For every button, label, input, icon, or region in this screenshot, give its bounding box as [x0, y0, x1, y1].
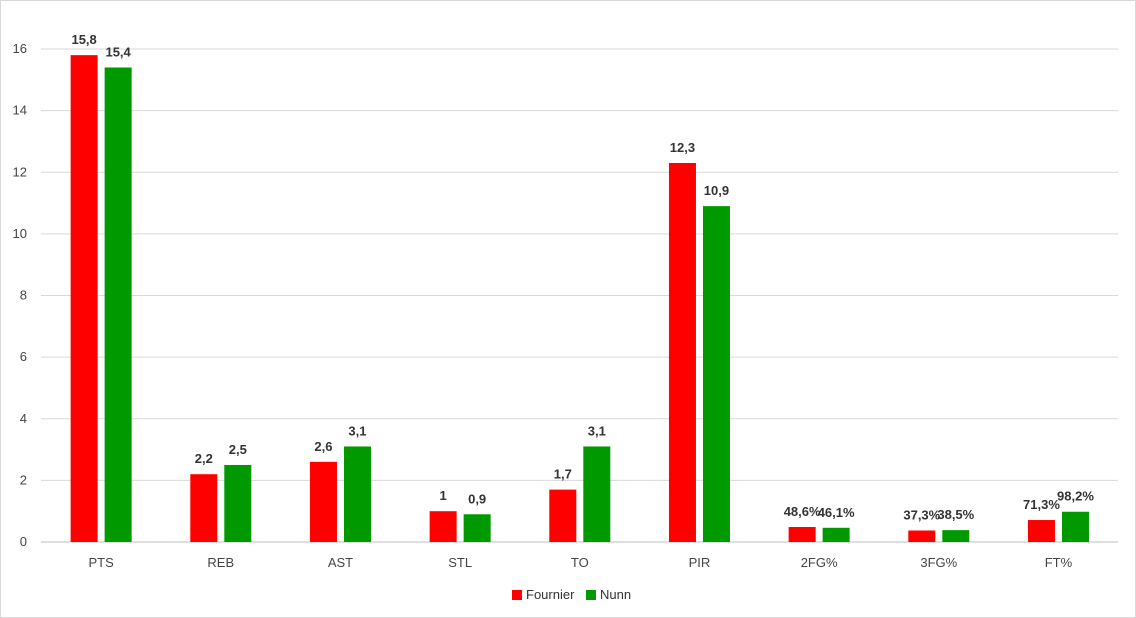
y-axis-ticks: 0 2 4 6 8 10 12 14 16 [13, 41, 27, 549]
y-tick-label: 0 [20, 534, 27, 549]
x-tick-label: FT% [1045, 555, 1073, 570]
data-label: 71,3% [1023, 497, 1060, 512]
bar-nunn-stl [463, 514, 491, 542]
data-label: 3,1 [588, 423, 606, 438]
data-label: 2,2 [195, 451, 213, 466]
bar-nunn-reb [224, 464, 252, 542]
x-tick-label: 3FG% [920, 555, 957, 570]
x-tick-label: AST [328, 555, 353, 570]
x-tick-label: REB [207, 555, 234, 570]
data-label: 15,8 [71, 32, 96, 47]
y-tick-label: 6 [20, 349, 27, 364]
data-label: 1,7 [554, 467, 572, 482]
bar-nunn-ast [343, 446, 371, 542]
bar-fournier-ast [309, 461, 337, 542]
data-label: 12,3 [670, 140, 695, 155]
y-tick-label: 16 [13, 41, 27, 56]
y-tick-label: 2 [20, 472, 27, 487]
data-label: 46,1% [818, 505, 855, 520]
data-label: 1 [440, 488, 447, 503]
data-label: 3,1 [348, 423, 366, 438]
bar-fournier-pir [668, 163, 696, 542]
legend-item-nunn[interactable]: Nunn [586, 587, 631, 602]
gridlines [41, 48, 1118, 543]
legend-swatch [586, 590, 596, 600]
data-label: 98,2% [1057, 489, 1094, 504]
y-tick-label: 12 [13, 164, 27, 179]
bar-fournier-3fg-pct [908, 530, 936, 542]
x-tick-label: TO [571, 555, 589, 570]
x-axis-ticks: PTS REB AST STL TO PIR 2FG% 3FG% FT% [88, 555, 1072, 570]
data-label: 10,9 [704, 183, 729, 198]
bar-fournier-to [549, 489, 577, 542]
data-labels: 15,815,42,22,5 2,63,11 0,91,73,112,310,948… [71, 32, 1094, 522]
legend-swatch [512, 590, 522, 600]
data-label: 0,9 [468, 491, 486, 506]
bar-fournier-reb [190, 474, 218, 542]
bar-nunn-ft-pct [1061, 511, 1089, 542]
data-label: 38,5% [937, 507, 974, 522]
bars [70, 55, 1089, 543]
bar-fournier-2fg-pct [788, 527, 816, 542]
bar-nunn-2fg-pct [822, 527, 850, 542]
legend-label: Nunn [600, 587, 631, 602]
bar-fournier-pts [70, 55, 98, 542]
legend[interactable]: Fournier Nunn [512, 587, 631, 602]
x-tick-label: STL [448, 555, 472, 570]
data-label: 2,5 [229, 442, 247, 457]
x-tick-label: PIR [689, 555, 711, 570]
y-tick-label: 14 [13, 103, 27, 118]
x-tick-label: 2FG% [801, 555, 838, 570]
data-label: 2,6 [314, 439, 332, 454]
bar-fournier-stl [429, 511, 457, 542]
legend-item-fournier[interactable]: Fournier [512, 587, 575, 602]
y-tick-label: 8 [20, 288, 27, 303]
y-tick-label: 4 [20, 411, 27, 426]
data-label: 48,6% [784, 504, 821, 519]
legend-label: Fournier [526, 587, 575, 602]
data-label: 15,4 [105, 44, 131, 59]
bar-fournier-ft-pct [1027, 520, 1055, 542]
bar-nunn-3fg-pct [942, 530, 970, 542]
bar-nunn-pts [104, 67, 132, 543]
bar-nunn-pir [702, 206, 730, 543]
x-tick-label: PTS [88, 555, 114, 570]
y-tick-label: 10 [13, 226, 27, 241]
bar-nunn-to [583, 446, 611, 542]
data-label: 37,3% [903, 508, 940, 523]
